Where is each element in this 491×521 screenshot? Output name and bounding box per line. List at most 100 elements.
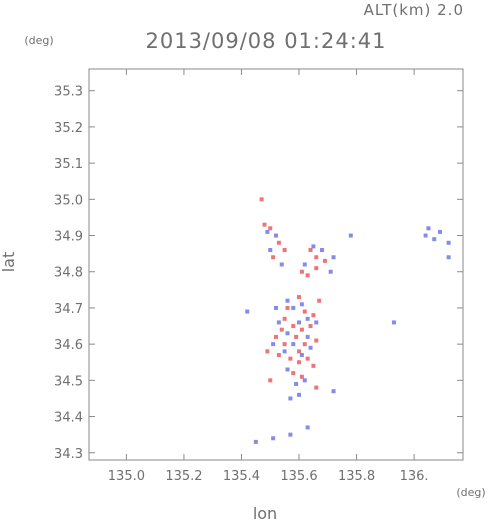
data-point [299, 327, 304, 332]
data-point [299, 374, 304, 379]
x-tick-label: 135.0 [108, 469, 145, 484]
data-point [299, 269, 304, 274]
x-axis-ticks: 135.0 135.2 135.4 135.6 135.8 136. [108, 69, 429, 484]
data-point [282, 248, 287, 253]
data-point [285, 298, 290, 303]
data-point [262, 222, 267, 227]
data-point [311, 313, 316, 318]
data-point [305, 316, 310, 321]
data-point [328, 269, 333, 274]
data-point [282, 349, 287, 354]
altitude-label: ALT(km) 2.0 [364, 1, 464, 19]
data-point [446, 240, 451, 245]
x-tick-label: 135.8 [338, 469, 375, 484]
data-point [314, 255, 319, 260]
data-point [302, 342, 307, 347]
data-point [276, 320, 281, 325]
data-point [268, 378, 273, 383]
data-point [294, 381, 299, 386]
data-point [291, 342, 296, 347]
data-point [308, 248, 313, 253]
data-point [331, 389, 336, 394]
data-point [274, 233, 278, 238]
y-tick-label: 34.5 [54, 374, 83, 389]
y-tick-label: 34.8 [54, 266, 83, 281]
data-point [305, 356, 310, 361]
data-point [314, 385, 319, 390]
data-point [291, 305, 296, 310]
x-axis-label: lon [253, 504, 277, 521]
data-point [322, 258, 327, 263]
data-point [297, 320, 302, 325]
data-point [308, 345, 313, 350]
data-point [276, 353, 281, 358]
data-point [302, 309, 307, 314]
data-point [297, 360, 302, 365]
data-point [279, 262, 284, 267]
data-point [271, 436, 276, 441]
data-point [331, 255, 336, 260]
data-point [437, 229, 442, 234]
data-point [282, 342, 287, 347]
data-point [311, 363, 316, 368]
data-point [294, 334, 299, 339]
data-point [268, 248, 273, 253]
data-point [245, 309, 250, 314]
data-point [297, 349, 302, 354]
data-point [271, 255, 276, 260]
data-point [285, 305, 290, 310]
data-point [311, 244, 316, 249]
data-point [282, 316, 287, 321]
data-point [314, 266, 319, 271]
data-point [299, 353, 304, 358]
data-point [302, 262, 307, 267]
data-point [276, 240, 281, 245]
x-tick-label: 135.6 [280, 469, 317, 484]
data-point [432, 237, 437, 242]
data-point [288, 396, 293, 401]
y-axis-label: lat [0, 252, 18, 273]
data-point [305, 273, 310, 278]
y-tick-label: 35.0 [54, 193, 83, 208]
data-point [271, 342, 276, 347]
y-tick-label: 34.6 [54, 338, 83, 353]
y-tick-label: 35.3 [54, 85, 83, 100]
data-point [314, 320, 319, 325]
x-unit-label: (deg) [456, 486, 485, 499]
data-point [291, 371, 296, 376]
y-tick-label: 34.3 [54, 447, 83, 462]
data-point [288, 432, 293, 437]
data-point [285, 331, 290, 336]
data-point [288, 356, 293, 361]
x-tick-label: 136. [400, 469, 429, 484]
data-point [291, 324, 296, 329]
x-tick-label: 135.2 [165, 469, 202, 484]
data-point [297, 295, 302, 300]
data-point [305, 334, 310, 339]
data-point [317, 298, 322, 303]
data-point [314, 338, 319, 343]
y-tick-label: 35.1 [54, 157, 83, 172]
data-point [274, 334, 278, 339]
data-point [348, 233, 353, 238]
data-point [423, 233, 428, 238]
y-tick-label: 35.2 [54, 121, 83, 136]
data-point [259, 197, 264, 202]
x-tick-label: 135.4 [223, 469, 260, 484]
data-point [274, 305, 278, 310]
data-point [446, 255, 451, 260]
data-point [391, 320, 396, 325]
y-unit-label: (deg) [24, 34, 53, 47]
chart-title: 2013/09/08 01:24:41 [145, 29, 386, 53]
data-point [426, 226, 431, 231]
y-axis-ticks: 34.3 34.4 34.5 34.6 34.7 34.8 34.9 35.0 35.1 35.2… [54, 85, 463, 462]
data-point [253, 439, 258, 444]
data-point [265, 349, 270, 354]
data-point [320, 248, 325, 253]
data-point [299, 302, 304, 307]
data-point [305, 425, 310, 430]
data-point [297, 392, 302, 397]
data-marks [245, 197, 451, 444]
data-point [285, 367, 290, 372]
